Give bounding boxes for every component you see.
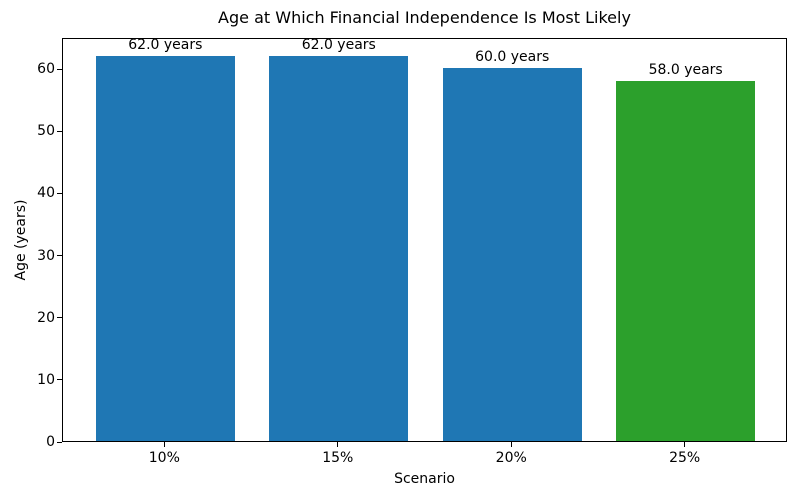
bar-value-label: 62.0 years bbox=[301, 36, 376, 53]
y-tick-label: 0 bbox=[46, 434, 55, 450]
x-tick-label: 25% bbox=[669, 450, 701, 466]
x-tick-label: 20% bbox=[495, 450, 527, 466]
x-tick-mark bbox=[684, 442, 686, 447]
plot-area: 62.0 years 62.0 years 60.0 years 58.0 years bbox=[62, 36, 787, 442]
bar-25% bbox=[616, 80, 756, 441]
y-tick-mark bbox=[57, 441, 62, 443]
y-tick-mark bbox=[57, 130, 62, 132]
y-tick-label: 20 bbox=[37, 309, 55, 326]
y-tick-label: 30 bbox=[37, 247, 55, 264]
y-tick-label: 60 bbox=[37, 61, 55, 78]
x-tick-mark bbox=[163, 442, 165, 447]
x-tick-mark bbox=[337, 442, 339, 447]
bar-20% bbox=[442, 68, 582, 441]
x-tick-label: 10% bbox=[148, 450, 180, 466]
x-tick-label: 15% bbox=[322, 450, 354, 466]
y-tick-label: 40 bbox=[37, 185, 55, 202]
y-tick-mark bbox=[57, 68, 62, 70]
bar-value-label: 60.0 years bbox=[475, 49, 550, 66]
y-tick-label: 10 bbox=[37, 371, 55, 388]
x-tick-mark bbox=[510, 442, 512, 447]
y-tick-mark bbox=[57, 317, 62, 319]
bar-10% bbox=[95, 55, 235, 441]
x-axis-label: Scenario bbox=[394, 471, 455, 487]
y-tick-label: 50 bbox=[37, 123, 55, 140]
y-tick-mark bbox=[57, 192, 62, 194]
y-axis-label: Age (years) bbox=[13, 199, 29, 281]
bar-value-label: 62.0 years bbox=[128, 36, 203, 53]
chart-title: Age at Which Financial Independence Is M… bbox=[218, 8, 631, 27]
y-tick-mark bbox=[57, 255, 62, 257]
bar-value-label: 58.0 years bbox=[648, 61, 723, 78]
bar-15% bbox=[269, 55, 409, 441]
y-tick-mark bbox=[57, 379, 62, 381]
